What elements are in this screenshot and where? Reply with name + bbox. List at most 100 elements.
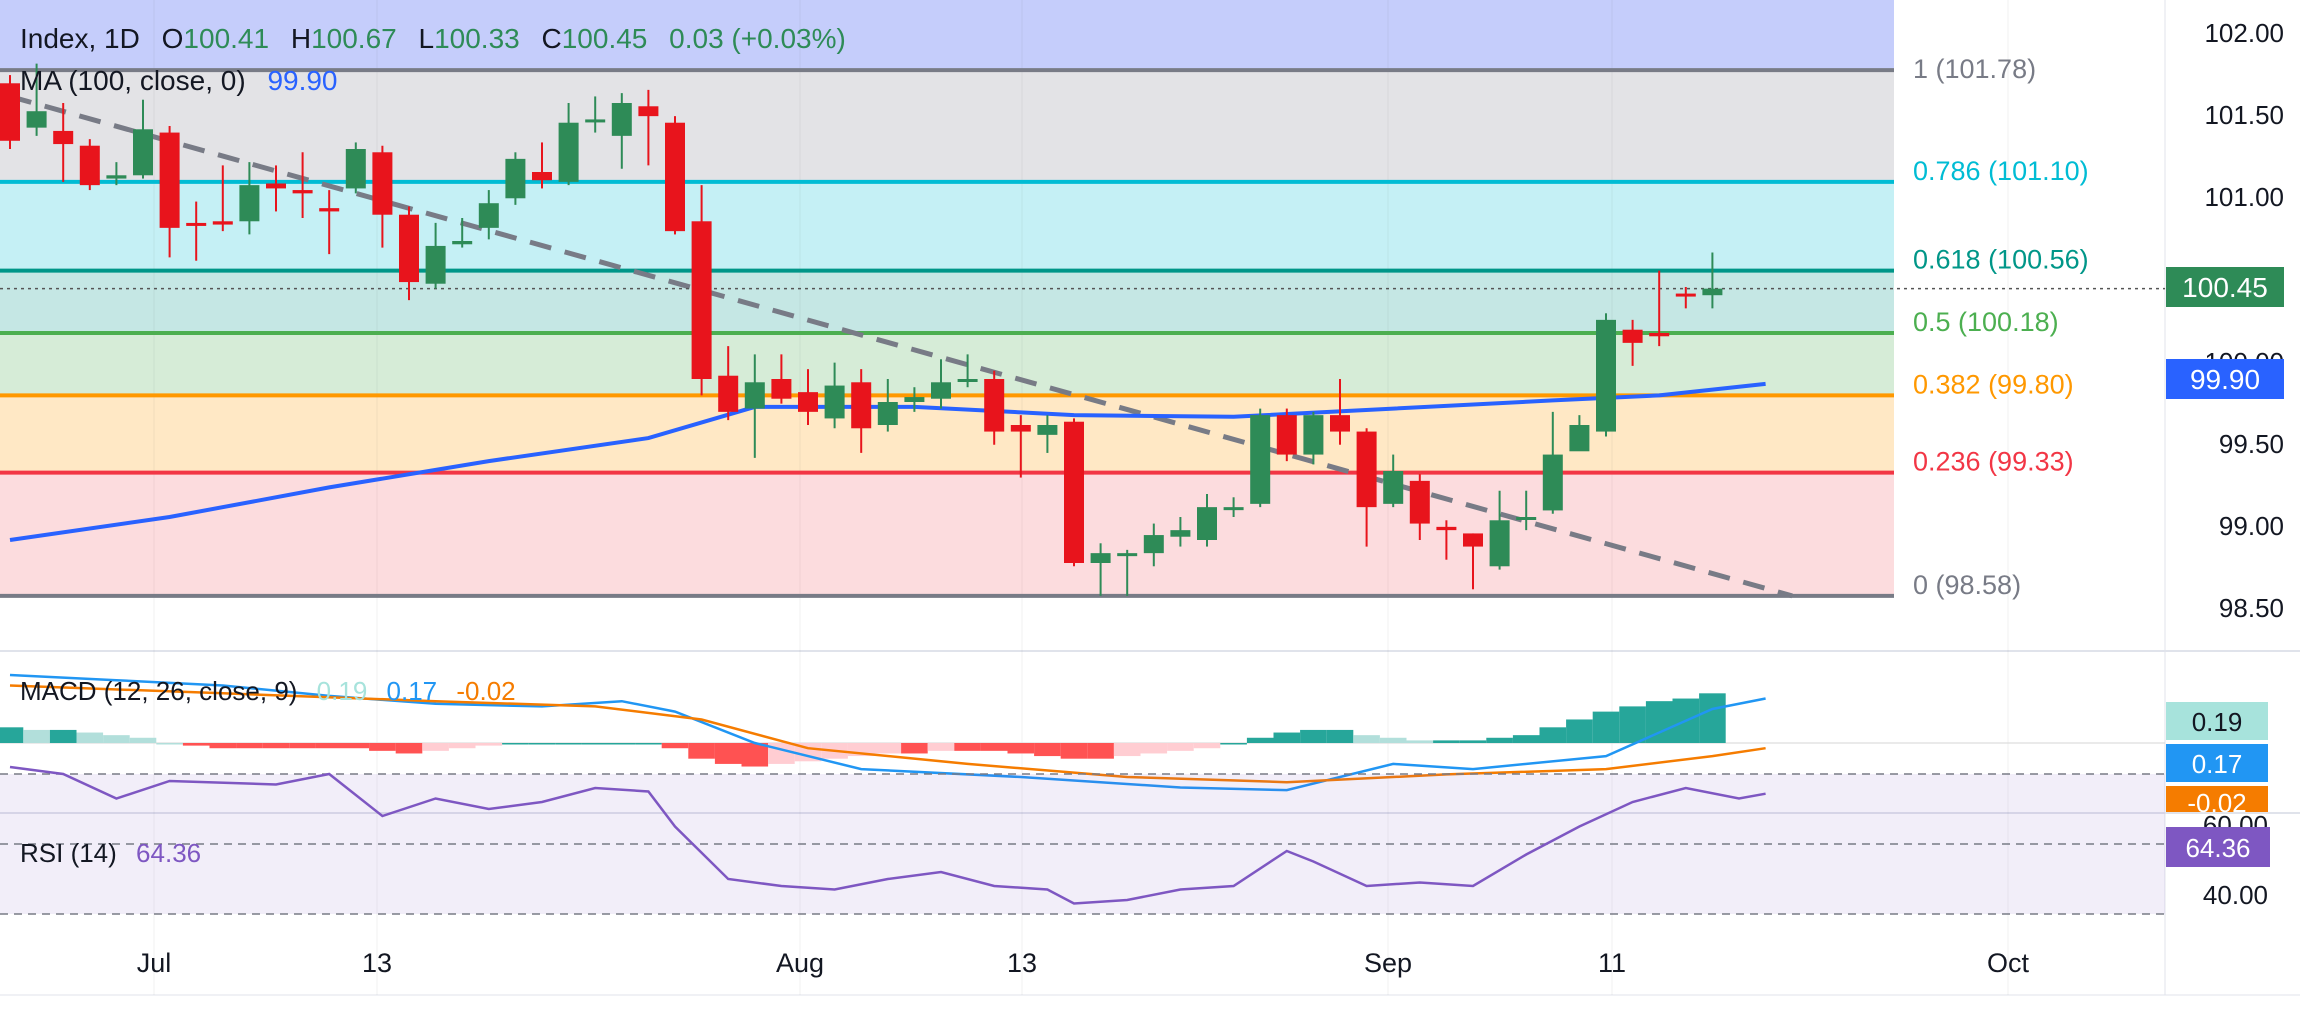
candle[interactable] xyxy=(851,369,872,453)
candle[interactable] xyxy=(399,206,419,301)
candle[interactable] xyxy=(1649,270,1670,347)
macd-hist-bar[interactable] xyxy=(236,743,263,749)
candle[interactable] xyxy=(319,190,340,255)
candle[interactable] xyxy=(505,152,526,205)
macd-hist-bar[interactable] xyxy=(1087,743,1114,759)
candle[interactable] xyxy=(1037,415,1058,453)
rsi-line[interactable] xyxy=(9,765,1766,905)
signal-line[interactable] xyxy=(9,684,1766,784)
macd-hist-bar[interactable] xyxy=(182,743,210,746)
candle[interactable] xyxy=(984,370,1005,445)
macd-hist-bar[interactable] xyxy=(1193,743,1221,749)
macd-hist-bar[interactable] xyxy=(954,743,981,751)
candle[interactable] xyxy=(1117,549,1138,596)
candle[interactable] xyxy=(904,387,925,412)
candle[interactable] xyxy=(292,152,313,218)
macd-hist-bar[interactable] xyxy=(1486,737,1513,743)
candle[interactable] xyxy=(106,162,127,186)
candlesticks[interactable] xyxy=(0,63,1723,596)
macd-hist-bar[interactable] xyxy=(581,743,609,745)
candle[interactable] xyxy=(585,96,606,133)
candle[interactable] xyxy=(186,201,207,261)
candle[interactable] xyxy=(1596,313,1616,437)
candle[interactable] xyxy=(1569,415,1590,452)
candle[interactable] xyxy=(266,165,286,212)
candle[interactable] xyxy=(1276,408,1297,462)
macd-hist-bar[interactable] xyxy=(395,743,423,754)
candle[interactable] xyxy=(1489,490,1510,570)
macd-hist-bar[interactable] xyxy=(635,743,662,745)
macd-hist-bar[interactable] xyxy=(1220,743,1247,745)
candle[interactable] xyxy=(824,362,845,429)
macd-hist-bar[interactable] xyxy=(156,743,183,745)
candle[interactable] xyxy=(1330,379,1350,445)
macd-hist-bar[interactable] xyxy=(714,743,742,764)
candle[interactable] xyxy=(1250,408,1271,508)
macd-hist-bar[interactable] xyxy=(1326,729,1354,743)
candle[interactable] xyxy=(532,142,552,189)
candle[interactable] xyxy=(1197,494,1217,547)
macd-hist-bar[interactable] xyxy=(103,735,130,743)
candle[interactable] xyxy=(718,346,739,421)
candle[interactable] xyxy=(239,162,260,235)
candle[interactable] xyxy=(478,190,499,240)
macd-hist-bar[interactable] xyxy=(1406,740,1434,743)
macd-hist-bar[interactable] xyxy=(315,743,343,749)
candle[interactable] xyxy=(771,354,792,404)
candle[interactable] xyxy=(1303,411,1324,465)
candle[interactable] xyxy=(133,99,153,179)
macd-hist-bar[interactable] xyxy=(76,732,104,743)
macd-hist-bar[interactable] xyxy=(741,743,769,767)
macd-hist-bar[interactable] xyxy=(1246,737,1274,743)
macd-hist-bar[interactable] xyxy=(661,743,689,749)
candle[interactable] xyxy=(1064,418,1084,567)
candle[interactable] xyxy=(1622,319,1643,366)
candle[interactable] xyxy=(159,126,180,258)
macd-hist-bar[interactable] xyxy=(1034,743,1061,757)
macd-hist-bar[interactable] xyxy=(23,729,50,743)
macd-hist-bar[interactable] xyxy=(980,743,1008,751)
candle[interactable] xyxy=(345,142,366,194)
macd-hist-bar[interactable] xyxy=(1113,743,1141,757)
macd-hist-bar[interactable] xyxy=(1459,740,1487,743)
downtrend-line[interactable] xyxy=(9,94,1793,599)
candle[interactable] xyxy=(1542,411,1563,514)
candle[interactable] xyxy=(1675,287,1696,309)
candle[interactable] xyxy=(1223,497,1244,517)
macd-hist-bar[interactable] xyxy=(369,743,396,751)
macd-hist-bar[interactable] xyxy=(1566,719,1593,743)
macd-hist-bar[interactable] xyxy=(608,743,636,745)
macd-hist-bar[interactable] xyxy=(448,743,476,749)
candle[interactable] xyxy=(0,75,20,149)
candle[interactable] xyxy=(638,89,659,166)
macd-hist-bar[interactable] xyxy=(1140,743,1168,754)
macd-hist-bar[interactable] xyxy=(1353,735,1380,743)
candle[interactable] xyxy=(452,218,473,248)
price-axis[interactable]: 102.00 101.50 101.00 100.00 99.50 99.00 … xyxy=(2204,18,2284,623)
candle[interactable] xyxy=(1409,474,1430,540)
macd-line[interactable] xyxy=(9,673,1766,792)
macd-hist-bar[interactable] xyxy=(49,729,77,743)
candle[interactable] xyxy=(1383,454,1404,508)
candle[interactable] xyxy=(53,103,74,182)
macd-hist-bar[interactable] xyxy=(1300,729,1327,743)
candle[interactable] xyxy=(1516,490,1537,531)
macd-hist-bar[interactable] xyxy=(262,743,290,749)
macd-hist-bar[interactable] xyxy=(1512,735,1540,743)
time-axis[interactable]: Jul 13 Aug 13 Sep 11 Oct xyxy=(137,948,2030,978)
candle[interactable] xyxy=(425,222,446,289)
macd-hist-bar[interactable] xyxy=(528,743,556,745)
candle[interactable] xyxy=(1702,252,1723,309)
macd-hist-bar[interactable] xyxy=(927,743,955,751)
candle[interactable] xyxy=(611,93,632,169)
macd-hist-bar[interactable] xyxy=(0,727,24,743)
macd-hist-bar[interactable] xyxy=(1619,706,1646,743)
macd-hist-bar[interactable] xyxy=(1060,743,1088,759)
candle[interactable] xyxy=(372,145,393,248)
candle[interactable] xyxy=(691,185,712,396)
macd-hist-bar[interactable] xyxy=(901,743,928,754)
macd-hist-bar[interactable] xyxy=(555,743,582,745)
candle[interactable] xyxy=(877,379,898,432)
macd-hist-bar[interactable] xyxy=(1167,743,1194,751)
